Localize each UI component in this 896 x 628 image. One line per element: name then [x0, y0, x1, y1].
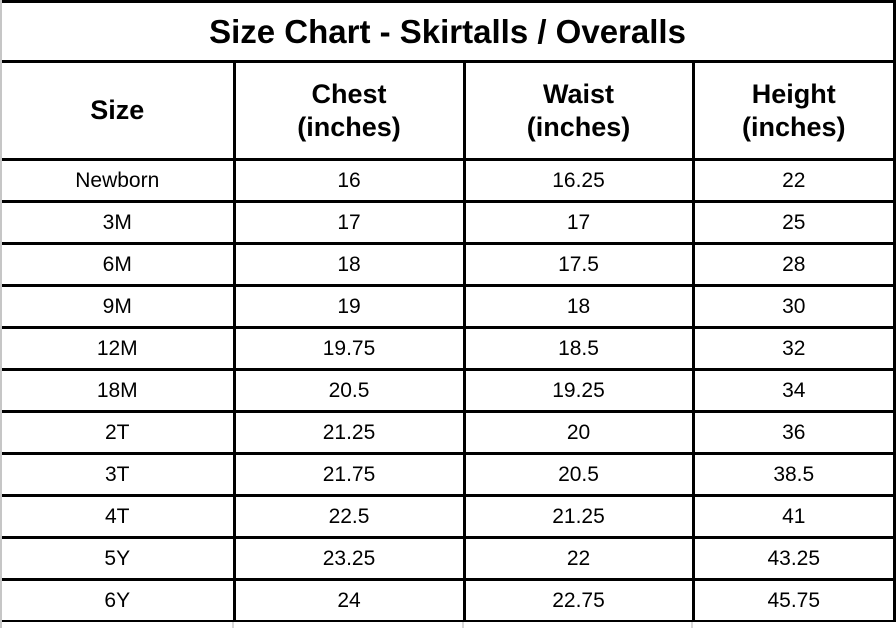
table-row: 9M 19 18 30 [0, 284, 896, 329]
title-row: Size Chart - Skirtalls / Overalls [0, 0, 896, 63]
sheet-left-gridline [0, 0, 2, 628]
waist-cell: 19.25 [462, 368, 695, 413]
table-row: 3T 21.75 20.5 38.5 [0, 452, 896, 497]
header-height: Height (inches) [691, 60, 896, 161]
size-cell: 18M [0, 368, 236, 413]
size-cell: 4T [0, 494, 236, 539]
size-cell: 3M [0, 200, 236, 245]
waist-cell: 17.5 [462, 242, 695, 287]
size-cell: 2T [0, 410, 236, 455]
table-row: 12M 19.75 18.5 32 [0, 326, 896, 371]
waist-cell: 18.5 [462, 326, 695, 371]
table-row: 6Y 24 22.75 45.75 [0, 578, 896, 623]
waist-cell: 18 [462, 284, 695, 329]
chest-cell: 20.5 [232, 368, 466, 413]
waist-cell: 22.75 [462, 578, 695, 623]
chart-title: Size Chart - Skirtalls / Overalls [0, 0, 896, 63]
cropped-next-row-gridlines [0, 622, 896, 628]
chest-cell: 18 [232, 242, 466, 287]
header-waist-unit: (inches) [526, 111, 631, 142]
chest-cell: 16 [232, 158, 466, 203]
chest-cell: 22.5 [232, 494, 466, 539]
gridline [232, 622, 234, 628]
table-row: 5Y 23.25 22 43.25 [0, 536, 896, 581]
height-cell: 32 [691, 326, 896, 371]
chest-cell: 21.75 [232, 452, 466, 497]
table-row: 6M 18 17.5 28 [0, 242, 896, 287]
size-cell: 5Y [0, 536, 236, 581]
height-cell: 36 [691, 410, 896, 455]
chest-cell: 17 [232, 200, 466, 245]
waist-cell: 20.5 [462, 452, 695, 497]
height-cell: 22 [691, 158, 896, 203]
waist-cell: 20 [462, 410, 695, 455]
height-cell: 45.75 [691, 578, 896, 623]
waist-cell: 21.25 [462, 494, 695, 539]
header-size: Size [0, 60, 236, 161]
table-row: 3M 17 17 25 [0, 200, 896, 245]
height-cell: 38.5 [691, 452, 896, 497]
gridline [462, 622, 464, 628]
table-row: 2T 21.25 20 36 [0, 410, 896, 455]
header-chest: Chest (inches) [232, 60, 466, 161]
header-waist: Waist (inches) [462, 60, 695, 161]
header-size-label: Size [90, 95, 145, 126]
waist-cell: 16.25 [462, 158, 695, 203]
table-row: 18M 20.5 19.25 34 [0, 368, 896, 413]
height-cell: 34 [691, 368, 896, 413]
header-row: Size Chest (inches) Waist (inches) Heigh… [0, 60, 896, 161]
height-cell: 43.25 [691, 536, 896, 581]
chest-cell: 19 [232, 284, 466, 329]
header-height-unit: (inches) [741, 111, 846, 142]
waist-cell: 17 [462, 200, 695, 245]
size-cell: 9M [0, 284, 236, 329]
chest-cell: 21.25 [232, 410, 466, 455]
chest-cell: 23.25 [232, 536, 466, 581]
table-row: 4T 22.5 21.25 41 [0, 494, 896, 539]
header-chest-label: Chest [311, 78, 387, 109]
table-row: Newborn 16 16.25 22 [0, 158, 896, 203]
size-cell: 6M [0, 242, 236, 287]
chest-cell: 19.75 [232, 326, 466, 371]
height-cell: 25 [691, 200, 896, 245]
header-height-label: Height [751, 78, 836, 109]
size-cell: 6Y [0, 578, 236, 623]
header-chest-unit: (inches) [297, 111, 401, 142]
gridline [691, 622, 693, 628]
height-cell: 28 [691, 242, 896, 287]
waist-cell: 22 [462, 536, 695, 581]
size-cell: 3T [0, 452, 236, 497]
height-cell: 41 [691, 494, 896, 539]
height-cell: 30 [691, 284, 896, 329]
chest-cell: 24 [232, 578, 466, 623]
header-waist-label: Waist [542, 78, 614, 109]
size-cell: 12M [0, 326, 236, 371]
size-cell: Newborn [0, 158, 236, 203]
